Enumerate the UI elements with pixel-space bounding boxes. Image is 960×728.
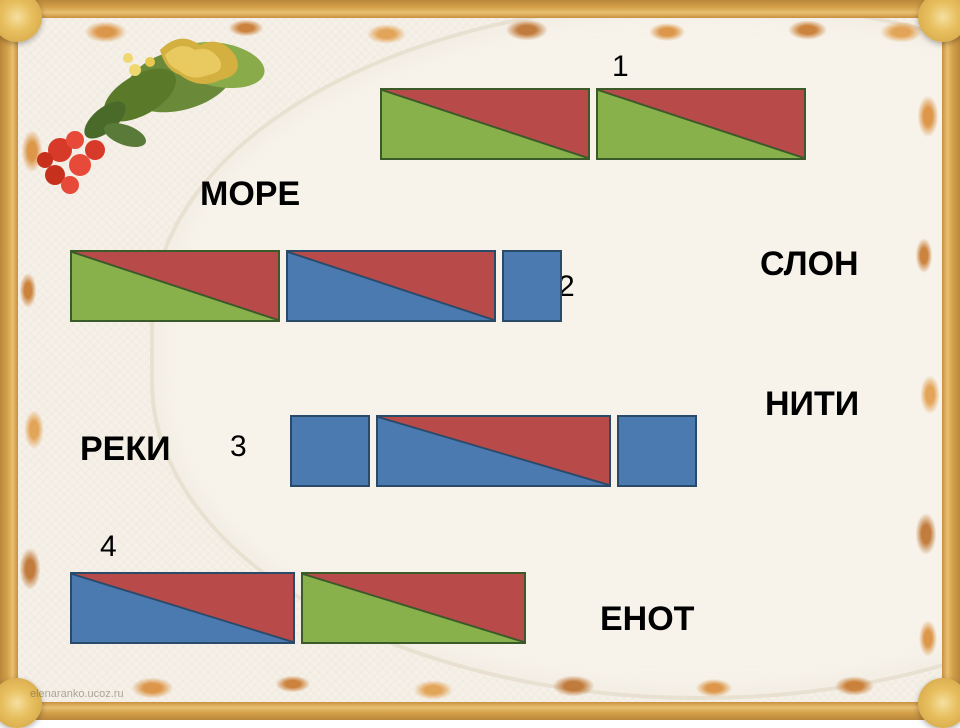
word-label: МОРЕ <box>200 175 300 214</box>
number-label: 4 <box>100 530 117 564</box>
word-label: НИТИ <box>765 385 859 424</box>
word-label: РЕКИ <box>80 430 171 469</box>
segment <box>376 415 611 487</box>
number-label: 3 <box>230 430 247 464</box>
segment <box>70 250 280 322</box>
segment-group-2 <box>70 250 562 322</box>
segment-group-1 <box>380 88 806 160</box>
word-label: ЕНОТ <box>600 600 694 639</box>
segment-group-4 <box>70 572 526 644</box>
segment <box>70 572 295 644</box>
segment <box>380 88 590 160</box>
segment <box>617 415 697 487</box>
segment <box>290 415 370 487</box>
floral-decoration <box>20 20 300 200</box>
segment <box>596 88 806 160</box>
segment-group-3 <box>290 415 697 487</box>
word-label: СЛОН <box>760 245 859 284</box>
segment <box>286 250 496 322</box>
segment <box>301 572 526 644</box>
segment <box>502 250 562 322</box>
number-label: 1 <box>612 50 629 84</box>
watermark: elenaranko.ucoz.ru <box>30 688 124 700</box>
